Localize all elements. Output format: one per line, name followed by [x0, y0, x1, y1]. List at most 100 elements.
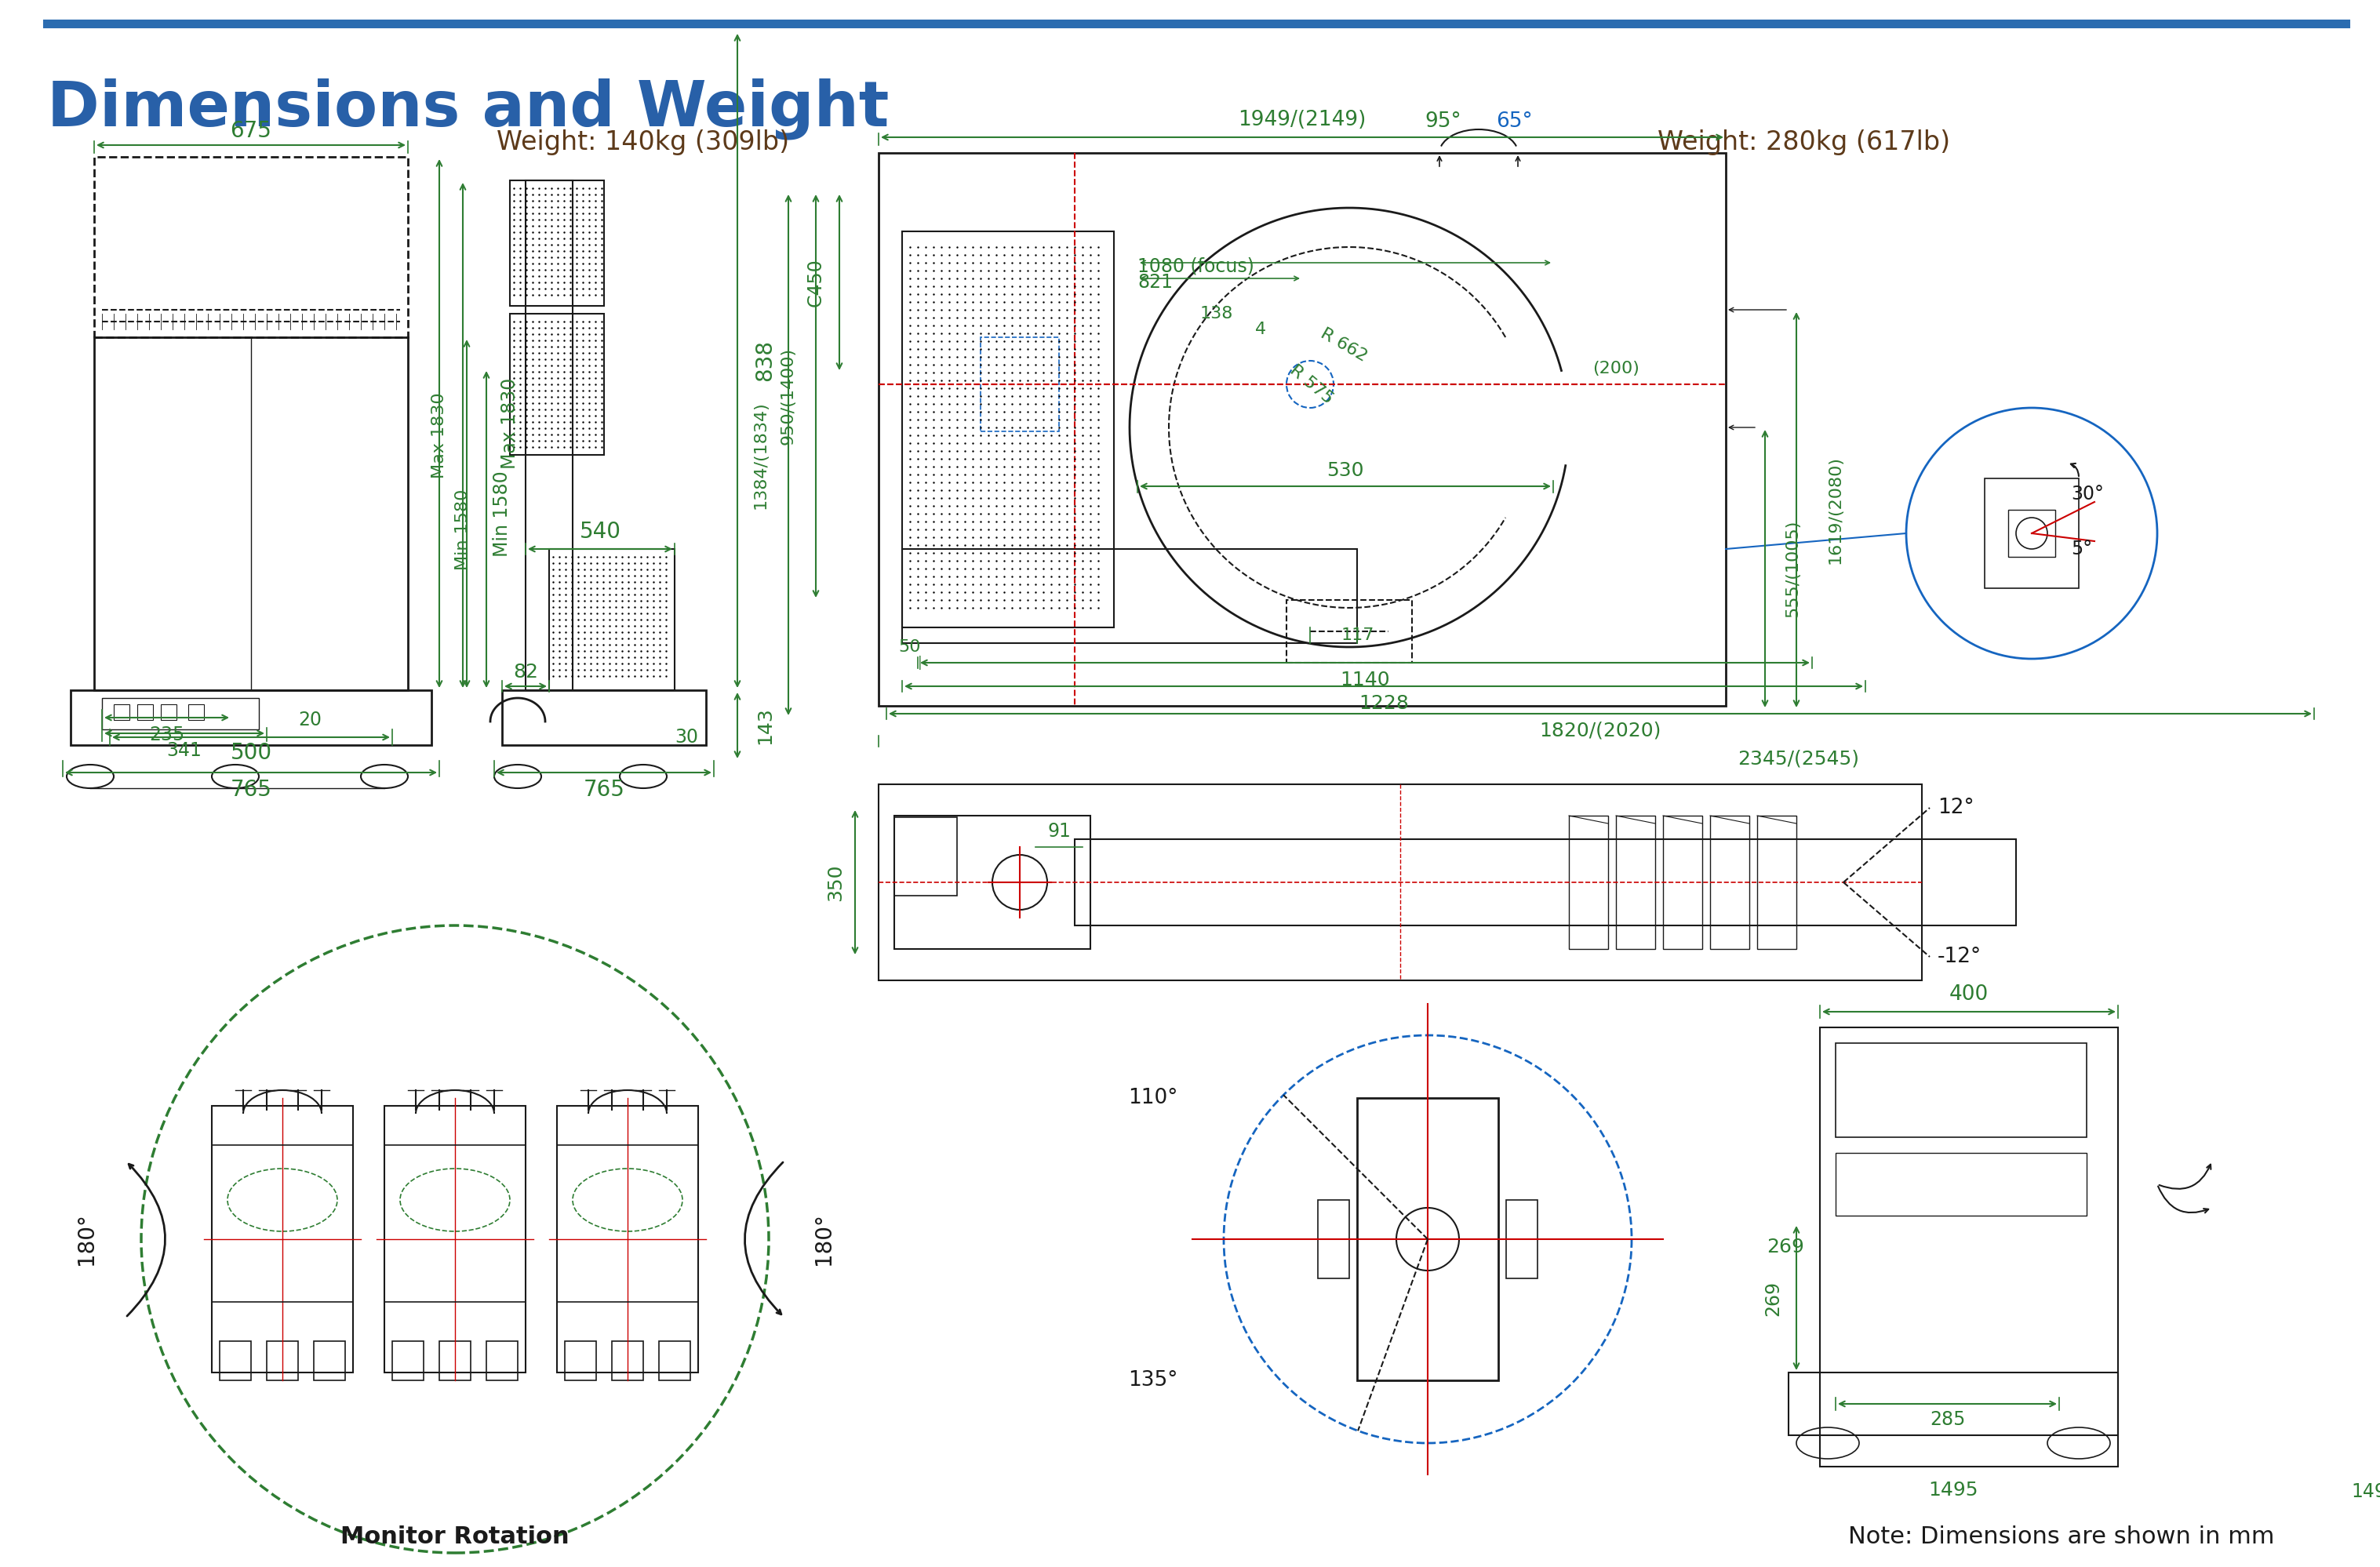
Text: 65°: 65° [1495, 111, 1533, 132]
Text: 117: 117 [1342, 627, 1376, 642]
Text: Weight: 280kg (617lb): Weight: 280kg (617lb) [1659, 130, 1952, 155]
Bar [386, 1106, 526, 1373]
Text: Min 1580: Min 1580 [455, 489, 471, 570]
Bar [526, 180, 574, 689]
Bar [981, 337, 1059, 431]
Text: 20: 20 [298, 710, 321, 729]
Bar [102, 697, 259, 729]
Text: 91: 91 [1047, 823, 1071, 841]
Bar [138, 704, 152, 719]
Text: 1080 (focus): 1080 (focus) [1138, 257, 1254, 276]
Text: 950/(1400): 950/(1400) [781, 348, 797, 445]
Bar [1985, 478, 2078, 588]
Bar [564, 1341, 595, 1381]
Bar [1664, 816, 1702, 950]
Bar [902, 548, 1357, 642]
Text: 555/(1005): 555/(1005) [1785, 520, 1799, 617]
Text: R 662: R 662 [1319, 326, 1371, 365]
Text: 30°: 30° [2071, 484, 2104, 503]
Text: Weight: 140kg (309lb): Weight: 140kg (309lb) [497, 130, 790, 155]
Bar [314, 1341, 345, 1381]
Text: 838: 838 [754, 340, 776, 381]
Text: 500: 500 [231, 741, 271, 763]
Text: 50: 50 [900, 639, 921, 655]
Text: 135°: 135° [1128, 1370, 1178, 1390]
Text: 180°: 180° [76, 1213, 98, 1266]
Text: R 575: R 575 [1288, 362, 1335, 407]
Text: 285: 285 [1930, 1410, 1966, 1429]
Bar [878, 154, 1726, 705]
Text: 540: 540 [578, 520, 621, 542]
Text: 269: 269 [1766, 1238, 1804, 1257]
Text: 350: 350 [826, 863, 845, 901]
Bar [1507, 1200, 1537, 1279]
Bar [95, 157, 407, 337]
Text: 821: 821 [1138, 273, 1173, 291]
Text: 530: 530 [1326, 461, 1364, 480]
Text: 82: 82 [514, 663, 538, 682]
Bar [1568, 816, 1609, 950]
Text: Min 1580: Min 1580 [493, 470, 512, 556]
Bar [1835, 1044, 2087, 1138]
Text: 180°: 180° [812, 1213, 835, 1266]
Bar [1288, 600, 1411, 663]
Text: -12°: -12° [1937, 946, 1983, 967]
Text: 1949/(2149): 1949/(2149) [1238, 110, 1366, 130]
Text: 765: 765 [583, 779, 626, 801]
Text: 4: 4 [1254, 321, 1266, 337]
Text: 143: 143 [754, 707, 774, 744]
Text: C450: C450 [807, 259, 826, 307]
Text: 12°: 12° [1937, 798, 1973, 818]
Bar [95, 337, 407, 689]
Bar [557, 1106, 697, 1373]
Bar [1835, 1153, 2087, 1216]
Bar [1711, 816, 1749, 950]
Text: Dimensions and Weight: Dimensions and Weight [48, 78, 890, 139]
Bar [902, 232, 1114, 627]
Bar [162, 704, 176, 719]
Text: Max 1830: Max 1830 [431, 392, 447, 478]
Bar [1787, 1373, 2118, 1435]
Bar [878, 785, 1923, 981]
Text: 138: 138 [1200, 306, 1233, 321]
Bar [895, 818, 957, 896]
Bar [550, 548, 674, 689]
Bar [486, 1341, 519, 1381]
Bar [2009, 509, 2056, 556]
Text: 1384/(1834): 1384/(1834) [752, 401, 769, 509]
Text: 765: 765 [231, 779, 271, 801]
Bar [1357, 1098, 1499, 1381]
Text: 30: 30 [674, 727, 697, 746]
Text: 1495: 1495 [1928, 1481, 1978, 1500]
Bar [1821, 1028, 2118, 1467]
Circle shape [1906, 407, 2156, 658]
Text: 1228: 1228 [1359, 694, 1409, 713]
Text: 269: 269 [1764, 1280, 1783, 1316]
Text: 1495: 1495 [2351, 1482, 2380, 1501]
Bar [659, 1341, 690, 1381]
Bar [212, 1106, 352, 1373]
Text: 675: 675 [231, 121, 271, 143]
Text: Monitor Rotation: Monitor Rotation [340, 1526, 569, 1548]
Text: 1619/(2080): 1619/(2080) [1828, 456, 1844, 564]
Text: 235: 235 [150, 726, 183, 744]
Bar [895, 816, 1090, 950]
Text: (200): (200) [1592, 360, 1640, 376]
Text: 5°: 5° [2071, 539, 2092, 558]
Text: 1140: 1140 [1340, 671, 1390, 689]
Bar [502, 689, 707, 744]
Bar [1319, 1200, 1349, 1279]
Bar [219, 1341, 250, 1381]
Bar [1756, 816, 1797, 950]
Text: Note: Dimensions are shown in mm: Note: Dimensions are shown in mm [1849, 1526, 2275, 1548]
Bar [1076, 840, 2016, 926]
Text: 110°: 110° [1128, 1087, 1178, 1108]
Bar [393, 1341, 424, 1381]
Bar [114, 704, 129, 719]
Bar [71, 689, 431, 744]
Text: Max 1830: Max 1830 [500, 378, 519, 469]
Text: 2345/(2545): 2345/(2545) [1737, 749, 1859, 768]
Text: |: | [919, 655, 921, 669]
Bar [1616, 816, 1654, 950]
Text: 400: 400 [1949, 984, 1990, 1004]
